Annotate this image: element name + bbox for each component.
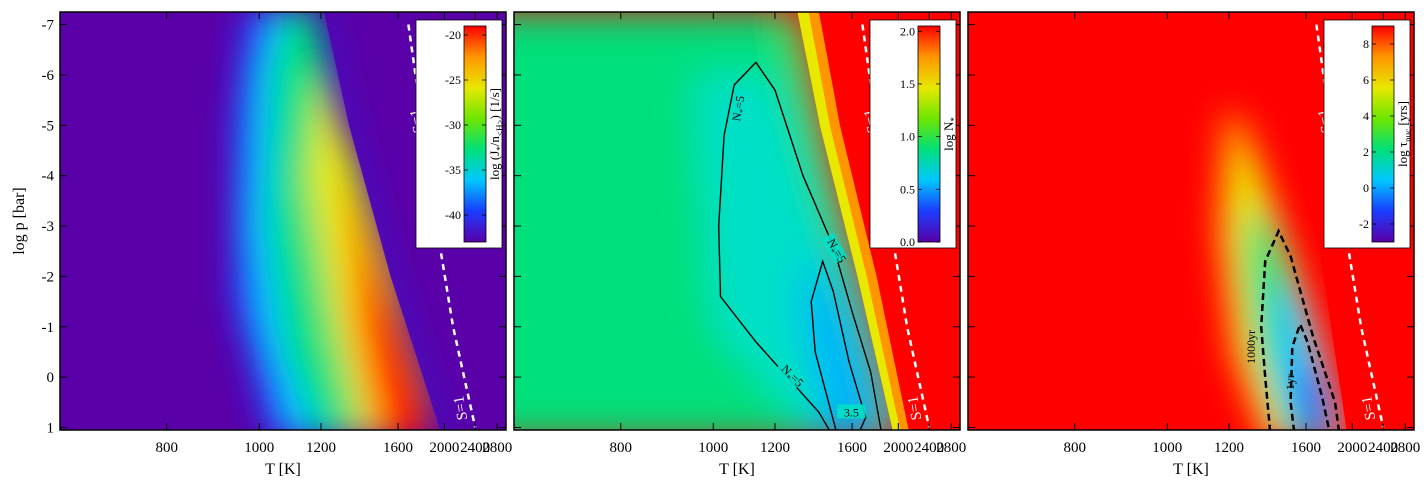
x-tick-label: 2400 [460, 440, 490, 456]
colorbar-box [415, 19, 503, 249]
x-tick-label: 1200 [306, 440, 336, 456]
colorbar [1371, 25, 1395, 243]
x-tick-label: 1600 [383, 440, 413, 456]
contour-label-sub: * [783, 373, 792, 382]
x-tick-label: 1600 [1291, 440, 1321, 456]
s-line-label: S=1 [1359, 395, 1379, 422]
colorbar-tick-label: -35 [445, 163, 461, 177]
x-tick-label: 2400 [1368, 440, 1398, 456]
contour-label: N*=5 [823, 236, 850, 266]
colorbar-label: log (J*/n<H>) [1/s] [487, 88, 505, 180]
colorbar-tick-label: 8 [1363, 37, 1369, 51]
x-axis-title: T [K] [719, 461, 755, 478]
colorbar-label-part: log N [941, 121, 956, 151]
x-tick-label: 1000 [698, 440, 728, 456]
colorbar-label-part: ) [1/s] [487, 88, 502, 119]
contour-label-sub: * [827, 247, 837, 255]
colorbar-tick-label: 0.0 [900, 235, 915, 249]
y-tick-label: -6 [42, 68, 55, 84]
x-tick-label: 2000 [883, 440, 913, 456]
panel-nucleation-timescale: 1000yr1yrS=1S=18001000120016002000240028… [967, 11, 1420, 478]
s-line-label: S=1 [905, 395, 925, 422]
x-tick-label: 800 [1064, 440, 1087, 456]
y-axis-title: log p [bar] [11, 187, 28, 255]
y-tick-label: -7 [42, 18, 55, 34]
y-tick-label: -3 [42, 219, 55, 235]
colorbar-label-part: /n [487, 136, 502, 147]
heatmap-band [1313, 397, 1328, 430]
colorbar-label-part: * [949, 117, 959, 122]
x-tick-label: 1200 [1214, 440, 1244, 456]
colorbar-tick-label: 4 [1363, 109, 1369, 123]
contour-label-sub: * [738, 109, 748, 115]
x-axis-title: T [K] [265, 461, 301, 478]
plot-frame [513, 11, 961, 431]
colorbar-label-part: <H> [495, 119, 505, 136]
contour-line-5 [717, 61, 882, 430]
colorbar-tick-label: -25 [445, 73, 461, 87]
colorbar-label-part: log τ [1395, 142, 1410, 167]
panel-nucleation-rate: S=1S=1800100012001600200024002800-7-6-5-… [42, 11, 512, 478]
contour-label: N*=5 [729, 95, 749, 123]
colorbar-label: log τnuc [yrs] [1395, 101, 1413, 167]
colorbar-label-part: log (J [487, 151, 502, 180]
x-tick-label: 1600 [837, 440, 867, 456]
colorbar-tick-label: 1.0 [900, 130, 915, 144]
y-tick-label: -5 [42, 118, 55, 134]
x-tick-label: 1200 [760, 440, 790, 456]
contour-label-main: 3.5 [844, 405, 859, 419]
contour-label-end: =5 [831, 247, 850, 265]
y-tick-label: -4 [42, 169, 55, 185]
colorbar-tick-label: 2.0 [900, 24, 915, 38]
x-tick-label: 1000 [1152, 440, 1182, 456]
contour-label: 1000yr [1244, 330, 1258, 364]
panel-cluster-size: N*=5N*=5N*=53.5S=1S=18001000120016002000… [513, 11, 966, 478]
y-tick-label: -1 [42, 320, 55, 336]
x-tick-label: 2800 [936, 440, 966, 456]
contours: 1000yr 1yr [1244, 228, 1341, 430]
colorbar-tick-label: 0.5 [900, 182, 915, 196]
x-tick-label: 2000 [429, 440, 459, 456]
contour-label-end: =5 [731, 95, 747, 110]
heatmap-edge [797, 12, 910, 430]
colorbar-label-part: [yrs] [1395, 101, 1410, 129]
plot-frame [59, 11, 507, 431]
y-tick-label: -2 [42, 269, 55, 285]
x-axis-title: T [K] [1173, 461, 1209, 478]
x-tick-label: 2000 [1337, 440, 1367, 456]
plot-frame [967, 11, 1415, 431]
colorbar-box [1323, 19, 1411, 249]
x-tick-label: 800 [610, 440, 633, 456]
colorbar-box [869, 19, 957, 249]
x-tick-label: 1000 [244, 440, 274, 456]
colorbar-tick-label: -2 [1359, 217, 1369, 231]
y-tick-label: 0 [47, 370, 55, 386]
contour-label: 1yr [1283, 374, 1297, 390]
colorbar [463, 25, 487, 243]
colorbar-tick-label: 6 [1363, 73, 1369, 87]
colorbar-label-part: * [495, 146, 505, 151]
contour-label-main: N [729, 111, 744, 122]
x-tick-label: 2800 [482, 440, 512, 456]
x-tick-label: 2400 [914, 440, 944, 456]
x-tick-label: 800 [156, 440, 179, 456]
colorbar-tick-label: 1.5 [900, 77, 915, 91]
colorbar [917, 25, 941, 243]
contour-label-main: 1yr [1283, 374, 1297, 390]
colorbar-tick-label: -30 [445, 118, 461, 132]
contour-label-main: 1000yr [1244, 330, 1258, 364]
contour-label: 3.5 [844, 405, 859, 419]
colorbar-label: log N* [941, 117, 959, 151]
colorbar-tick-label: -40 [445, 208, 461, 222]
x-tick-label: 2800 [1390, 440, 1420, 456]
colorbar-tick-label: 0 [1363, 181, 1369, 195]
contour-line-1000yr [1259, 228, 1341, 430]
s-line-label: S=1 [451, 395, 471, 422]
colorbar-tick-label: -20 [445, 28, 461, 42]
colorbar-label-part: nuc [1403, 129, 1413, 142]
y-tick-label: 1 [47, 420, 55, 436]
heatmap-band [365, 251, 433, 430]
colorbar-tick-label: 2 [1363, 145, 1369, 159]
